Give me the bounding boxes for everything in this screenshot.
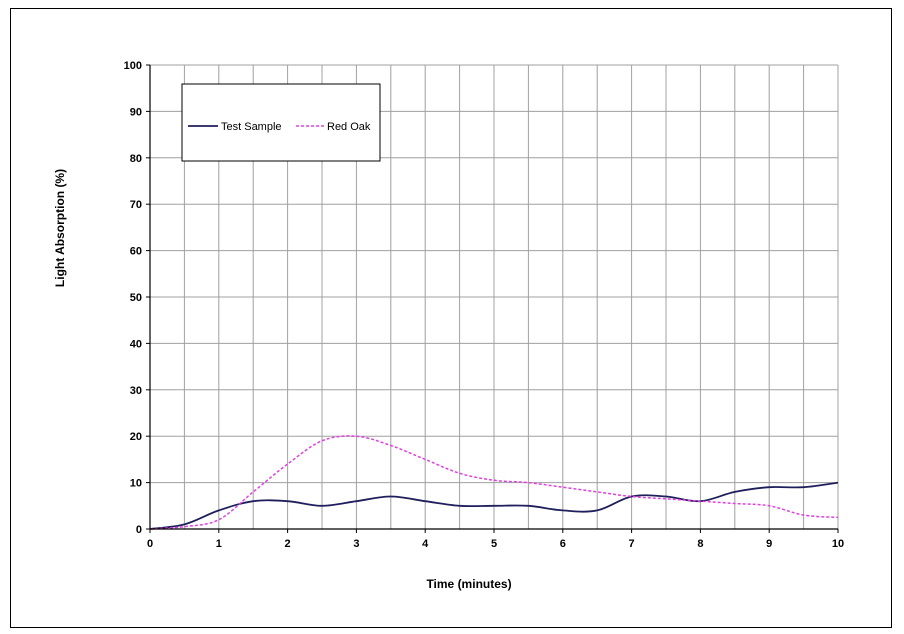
- legend-label-test-sample: Test Sample: [221, 121, 282, 133]
- y-tick-label: 10: [130, 478, 142, 490]
- series-line-test-sample: [149, 481, 839, 530]
- y-tick-label: 80: [130, 153, 142, 165]
- axes: [149, 65, 838, 530]
- y-tick-label: 70: [130, 199, 142, 211]
- x-tick-label: 1: [216, 538, 222, 550]
- legend-box: [181, 83, 381, 162]
- y-tick-label: 90: [130, 106, 142, 118]
- y-axis-ticks: 0 10 20 30 40 50 60 70 80 90 100: [124, 60, 150, 536]
- x-tick-label: 3: [353, 538, 359, 550]
- x-tick-label: 5: [491, 538, 497, 550]
- y-tick-label: 60: [130, 246, 142, 258]
- x-tick-label: 6: [560, 538, 566, 550]
- series-line-red-oak: [149, 435, 839, 530]
- x-tick-label: 9: [766, 538, 772, 550]
- x-tick-label: 8: [697, 538, 703, 550]
- y-axis-label: Light Absorption (%): [53, 169, 67, 287]
- x-tick-label: 2: [285, 538, 291, 550]
- x-axis-label: Time (minutes): [426, 577, 511, 591]
- legend-label-red-oak: Red Oak: [327, 121, 371, 133]
- legend: Test Sample Red Oak: [181, 83, 381, 162]
- chart-frame: 0 10 20 30 40 50 60 70 80 90 100 0 1 2 3 4 5 6 7 8 9 10 Ligh…: [10, 8, 892, 628]
- x-axis-ticks: 0 1 2 3 4 5 6 7 8 9 10: [147, 529, 844, 550]
- series-layer: [149, 435, 839, 530]
- x-tick-label: 0: [147, 538, 153, 550]
- y-tick-label: 100: [124, 60, 142, 72]
- y-tick-label: 0: [136, 524, 142, 536]
- y-tick-label: 40: [130, 338, 142, 350]
- x-tick-label: 7: [629, 538, 635, 550]
- x-tick-label: 4: [422, 538, 429, 550]
- y-tick-label: 30: [130, 385, 142, 397]
- y-tick-label: 50: [130, 292, 142, 304]
- line-chart: 0 10 20 30 40 50 60 70 80 90 100 0 1 2 3 4 5 6 7 8 9 10 Ligh…: [53, 60, 844, 591]
- y-tick-label: 20: [130, 431, 142, 443]
- x-tick-label: 10: [832, 538, 844, 550]
